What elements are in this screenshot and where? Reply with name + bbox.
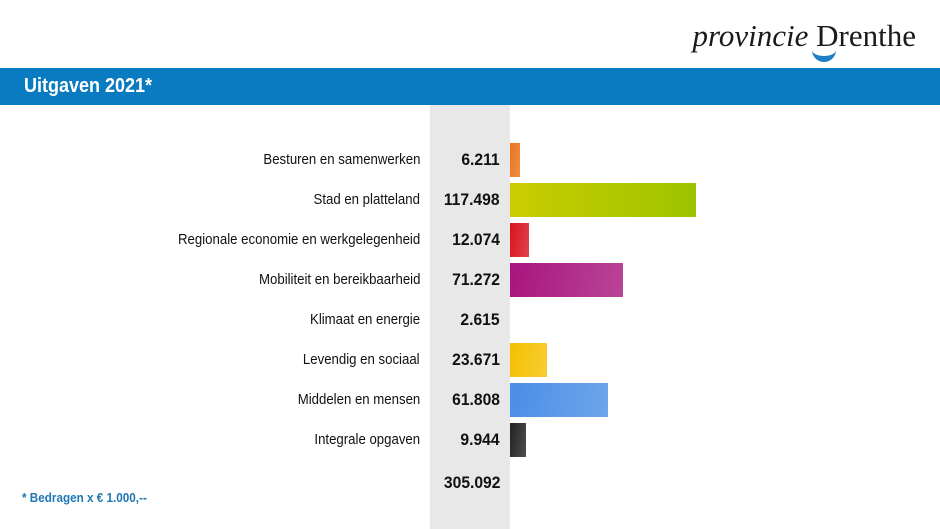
bar-row: Integrale opgaven 9.944	[0, 423, 940, 457]
logo-text-provincie: provincie	[692, 18, 809, 53]
bar-row: Regionale economie en werkgelegenheid 12…	[0, 223, 940, 257]
values-column-background	[430, 105, 510, 529]
bar-row: Mobiliteit en bereikbaarheid 71.272	[0, 263, 940, 297]
logo-arc	[812, 42, 837, 62]
bar-row: Stad en platteland 117.498	[0, 183, 940, 217]
category-label: Besturen en samenwerken	[262, 151, 420, 168]
value-label: 61.808	[452, 390, 500, 409]
header-bar: Uitgaven 2021*	[0, 68, 940, 105]
bar-row: Levendig en sociaal 23.671	[0, 343, 940, 377]
value-label: 71.272	[452, 270, 500, 289]
bar	[510, 183, 696, 217]
category-label: Klimaat en energie	[309, 311, 420, 328]
total-value: 305.092	[443, 473, 500, 492]
category-label: Levendig en sociaal	[303, 351, 420, 368]
value-label: 2.615	[460, 310, 500, 329]
value-label: 117.498	[444, 190, 500, 209]
bar-row: Besturen en samenwerken 6.211	[0, 143, 940, 177]
category-label: Regionale economie en werkgelegenheid	[177, 231, 420, 248]
value-label: 6.211	[461, 150, 500, 169]
bar-row: Middelen en mensen 61.808	[0, 383, 940, 417]
bar	[510, 263, 623, 297]
category-label: Integrale opgaven	[314, 431, 420, 448]
value-label: 9.944	[460, 430, 500, 449]
bar	[510, 383, 608, 417]
bar	[510, 223, 529, 257]
bar	[510, 143, 520, 177]
category-label: Mobiliteit en bereikbaarheid	[258, 271, 420, 288]
bar	[510, 343, 547, 377]
value-label: 23.671	[452, 350, 500, 369]
unit-footnote: * Bedragen x € 1.000,--	[22, 490, 147, 505]
provincie-drenthe-logo: provincie Drenthe	[692, 18, 916, 62]
page-title: Uitgaven 2021*	[24, 75, 153, 97]
bar	[510, 303, 514, 337]
category-label: Middelen en mensen	[297, 391, 420, 408]
bar-row: Klimaat en energie 2.615	[0, 303, 940, 337]
category-label: Stad en platteland	[313, 191, 420, 208]
bar	[510, 423, 526, 457]
value-label: 12.074	[452, 230, 500, 249]
